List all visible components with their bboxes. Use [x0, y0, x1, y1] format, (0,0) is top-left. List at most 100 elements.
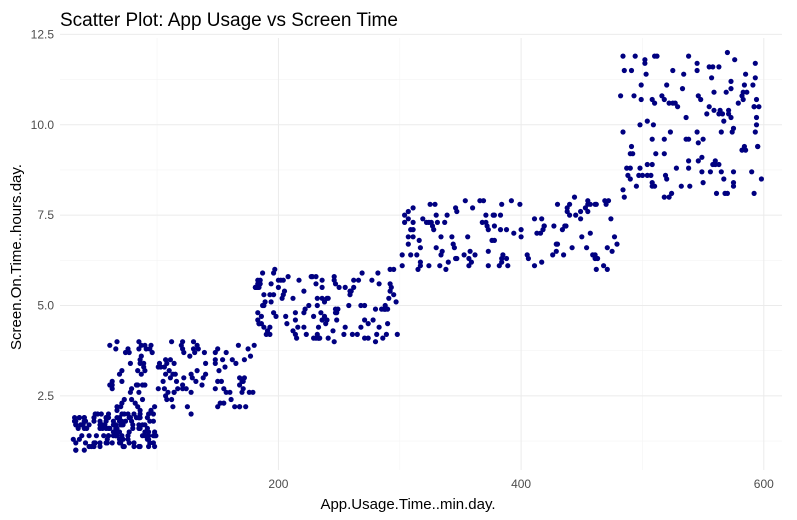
data-point — [716, 64, 722, 70]
data-point — [669, 190, 675, 196]
data-point — [540, 227, 546, 233]
data-point — [427, 201, 433, 207]
y-tick-label: 12.5 — [31, 27, 55, 41]
data-point — [227, 389, 233, 395]
data-point — [120, 436, 126, 442]
data-point — [730, 183, 737, 189]
data-point — [578, 216, 584, 222]
data-point — [146, 443, 152, 450]
data-point — [138, 371, 144, 377]
data-point — [255, 310, 261, 316]
data-point — [296, 277, 302, 283]
data-point — [454, 208, 460, 215]
x-axis-label: App.Usage.Time..min.day. — [320, 496, 495, 513]
data-point — [652, 100, 658, 106]
data-point — [664, 82, 670, 88]
data-point — [105, 415, 112, 421]
data-point — [166, 368, 172, 374]
data-point — [584, 245, 590, 251]
data-point — [260, 270, 266, 276]
data-point — [477, 198, 483, 204]
data-point — [393, 299, 399, 305]
data-point — [499, 201, 505, 207]
data-point — [142, 422, 148, 428]
data-point — [439, 248, 445, 254]
data-point — [387, 288, 393, 294]
data-point — [275, 284, 281, 290]
data-point — [308, 274, 314, 280]
data-point — [633, 183, 640, 189]
data-point — [564, 208, 570, 215]
data-point — [121, 396, 127, 403]
data-point — [137, 443, 143, 450]
data-point — [659, 93, 665, 99]
data-point — [699, 154, 705, 160]
data-point — [105, 425, 112, 431]
data-point — [275, 277, 281, 283]
data-point — [76, 436, 82, 442]
data-point — [302, 306, 308, 312]
data-point — [194, 368, 200, 374]
data-point — [551, 223, 557, 229]
data-point — [539, 259, 545, 265]
data-point — [723, 89, 729, 95]
data-point — [237, 404, 243, 410]
data-point — [319, 277, 325, 283]
data-point — [372, 306, 379, 312]
data-point — [314, 302, 320, 309]
data-point — [573, 212, 579, 218]
data-point — [136, 339, 142, 345]
data-point — [280, 277, 286, 283]
y-tick-label: 5.0 — [37, 299, 54, 313]
data-point — [673, 165, 680, 171]
data-point — [503, 255, 510, 262]
data-point — [303, 331, 309, 337]
data-point — [122, 349, 129, 356]
data-point — [402, 219, 408, 225]
data-point — [379, 306, 385, 312]
data-point — [135, 368, 141, 374]
data-point — [621, 67, 627, 74]
data-point — [121, 443, 127, 450]
data-point — [753, 96, 760, 103]
data-point — [434, 219, 440, 225]
data-point — [728, 78, 734, 84]
data-point — [256, 284, 262, 290]
data-point — [376, 324, 382, 330]
data-point — [414, 252, 420, 258]
data-point — [525, 255, 532, 262]
data-point — [442, 219, 448, 225]
data-point — [351, 284, 357, 290]
data-point — [319, 284, 325, 290]
data-point — [109, 378, 115, 384]
data-point — [163, 371, 169, 377]
data-point — [212, 349, 218, 356]
data-point — [694, 67, 700, 74]
data-point — [75, 425, 81, 431]
data-point — [497, 227, 504, 233]
data-point — [666, 100, 672, 106]
data-point — [132, 400, 138, 406]
data-point — [741, 143, 748, 150]
data-point — [180, 382, 186, 388]
data-point — [443, 266, 449, 272]
data-point — [347, 292, 353, 298]
data-point — [180, 339, 186, 345]
data-point — [233, 360, 239, 366]
data-point — [611, 234, 618, 240]
data-point — [76, 415, 82, 421]
data-point — [605, 198, 612, 204]
data-point — [229, 357, 235, 363]
grid — [60, 33, 782, 470]
data-point — [110, 418, 116, 424]
data-point — [201, 349, 207, 356]
data-point — [323, 321, 329, 327]
data-point — [484, 223, 490, 229]
data-point — [711, 107, 717, 113]
data-point — [137, 411, 143, 417]
data-point — [173, 378, 180, 384]
data-point — [130, 422, 136, 428]
data-point — [625, 172, 631, 178]
data-point — [595, 255, 601, 262]
